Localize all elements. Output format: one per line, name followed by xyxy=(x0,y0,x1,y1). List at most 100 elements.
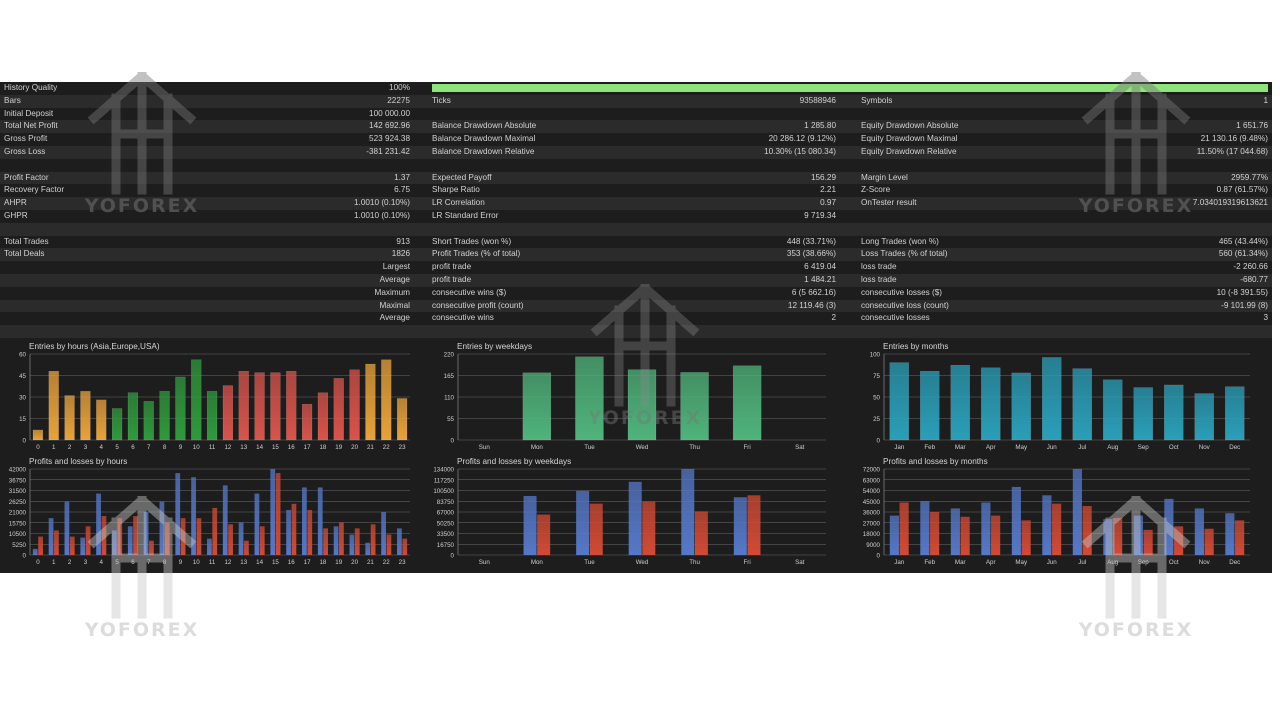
x-tick-label: Fri xyxy=(744,559,751,566)
x-tick-label: Mar xyxy=(955,559,966,566)
yoforex-watermark: YOFOREX xyxy=(587,282,700,433)
chart-title: Entries by weekdays xyxy=(457,342,532,351)
x-tick-label: 18 xyxy=(319,444,326,451)
y-tick-label: 45000 xyxy=(863,499,881,506)
stat-label: Profit Factor xyxy=(4,172,49,182)
y-tick-label: 42000 xyxy=(9,467,27,474)
x-tick-label: Fri xyxy=(744,444,751,451)
profit-bar xyxy=(159,501,165,555)
stat-label: consecutive wins ($) xyxy=(432,287,507,297)
watermark-logo-icon: YOFOREX xyxy=(1078,494,1191,641)
stat-label: loss trade xyxy=(861,275,897,284)
stat-value: 93588946 xyxy=(799,95,836,105)
stat-label: Ticks xyxy=(432,95,451,105)
stat-value: 100% xyxy=(389,83,410,92)
y-tick-label: 110 xyxy=(444,395,454,402)
loss-bar xyxy=(354,528,360,555)
profit-bar xyxy=(576,490,590,555)
bar xyxy=(349,369,360,441)
loss-bar xyxy=(196,518,202,555)
y-tick-label: 60 xyxy=(19,352,26,359)
bar xyxy=(206,391,218,441)
profit-bar xyxy=(1133,515,1143,555)
stat-label: Total Net Profit xyxy=(4,121,58,131)
stat-value: 9 719.34 xyxy=(804,211,836,220)
bar xyxy=(680,372,709,441)
profit-bar xyxy=(112,530,117,555)
chart-svg: Profits and losses by hours0525010500157… xyxy=(9,457,410,566)
bar xyxy=(64,395,75,441)
stats-row: Largest profit trade 6 419.04 loss trade -2 … xyxy=(0,261,1272,274)
y-tick-label: 55 xyxy=(447,416,454,423)
x-tick-label: Nov xyxy=(1199,559,1211,566)
stat-value: 10 (-8 391.55) xyxy=(1216,287,1268,297)
y-tick-label: 36000 xyxy=(863,510,881,517)
x-tick-label: 13 xyxy=(240,559,247,566)
stat-value: 20 286.12 (9.12%) xyxy=(768,134,836,144)
y-tick-label: 63000 xyxy=(863,477,881,484)
stat-value: 448 (33.71%) xyxy=(786,236,836,246)
x-tick-label: Sat xyxy=(795,444,805,451)
profit-bar xyxy=(333,526,339,555)
stat-value: 2959.77% xyxy=(1231,172,1268,182)
bar xyxy=(381,359,392,441)
stat-value: -680.77 xyxy=(1240,275,1268,284)
stat-value: 0.97 xyxy=(820,198,836,208)
x-tick-label: 15 xyxy=(272,444,279,451)
y-tick-label: 36750 xyxy=(9,477,27,484)
loss-bar xyxy=(1021,520,1031,555)
bar xyxy=(1194,393,1214,441)
bar xyxy=(950,364,970,441)
x-tick-label: 10 xyxy=(193,559,200,566)
loss-bar xyxy=(244,540,249,555)
y-tick-label: 18000 xyxy=(863,531,881,538)
chart-title: Profits and losses by months xyxy=(883,457,988,466)
loss-bar xyxy=(149,540,154,555)
x-tick-label: 14 xyxy=(256,444,263,451)
bar xyxy=(1042,357,1062,441)
stat-label: profit trade xyxy=(432,262,472,272)
x-tick-label: 19 xyxy=(335,559,342,566)
yoforex-watermark: YOFOREX xyxy=(80,70,204,221)
stat-label: Loss Trades (% of total) xyxy=(861,249,948,259)
loss-bar xyxy=(402,538,408,555)
stat-label: Balance Drawdown Relative xyxy=(432,147,535,156)
x-tick-label: Mar xyxy=(955,444,966,451)
bar xyxy=(238,371,249,441)
stat-label: Symbols xyxy=(861,95,893,105)
bar xyxy=(732,365,762,441)
x-tick-label: 9 xyxy=(179,444,183,451)
x-tick-label: 6 xyxy=(131,444,135,451)
x-tick-label: 6 xyxy=(131,559,135,566)
y-tick-label: 15750 xyxy=(9,520,27,527)
y-tick-label: 5250 xyxy=(12,542,26,549)
stat-value: 560 (61.34%) xyxy=(1218,249,1268,259)
profit-bar xyxy=(981,502,991,555)
profit-bar xyxy=(397,528,402,555)
stat-value: 2.21 xyxy=(820,185,836,195)
profit-bar xyxy=(1225,513,1235,555)
y-tick-label: 100500 xyxy=(433,488,454,495)
loss-bar xyxy=(1174,526,1184,555)
x-tick-label: 22 xyxy=(383,559,390,566)
loss-bar xyxy=(537,514,551,555)
profit-bar xyxy=(349,534,355,555)
history-quality-bar xyxy=(432,84,1268,92)
stat-label: Bars xyxy=(4,95,21,105)
stat-value: 100 000.00 xyxy=(369,108,410,118)
loss-bar xyxy=(117,518,123,555)
bar xyxy=(575,356,604,441)
profit-bar xyxy=(96,493,101,555)
x-tick-label: 3 xyxy=(84,559,88,566)
profit-bar xyxy=(254,493,260,555)
stat-value: 0.87 (61.57%) xyxy=(1216,185,1268,195)
stat-value: Maximum xyxy=(374,287,410,297)
watermark-logo-icon: YOFOREX xyxy=(1078,70,1191,217)
y-tick-label: 25 xyxy=(873,416,880,423)
stat-value: Maximal xyxy=(379,300,410,310)
loss-bar xyxy=(339,522,344,555)
profit-bar xyxy=(733,497,747,555)
x-tick-label: Sat xyxy=(795,559,805,566)
bar xyxy=(522,372,552,441)
stat-label: Gross Profit xyxy=(4,134,48,144)
